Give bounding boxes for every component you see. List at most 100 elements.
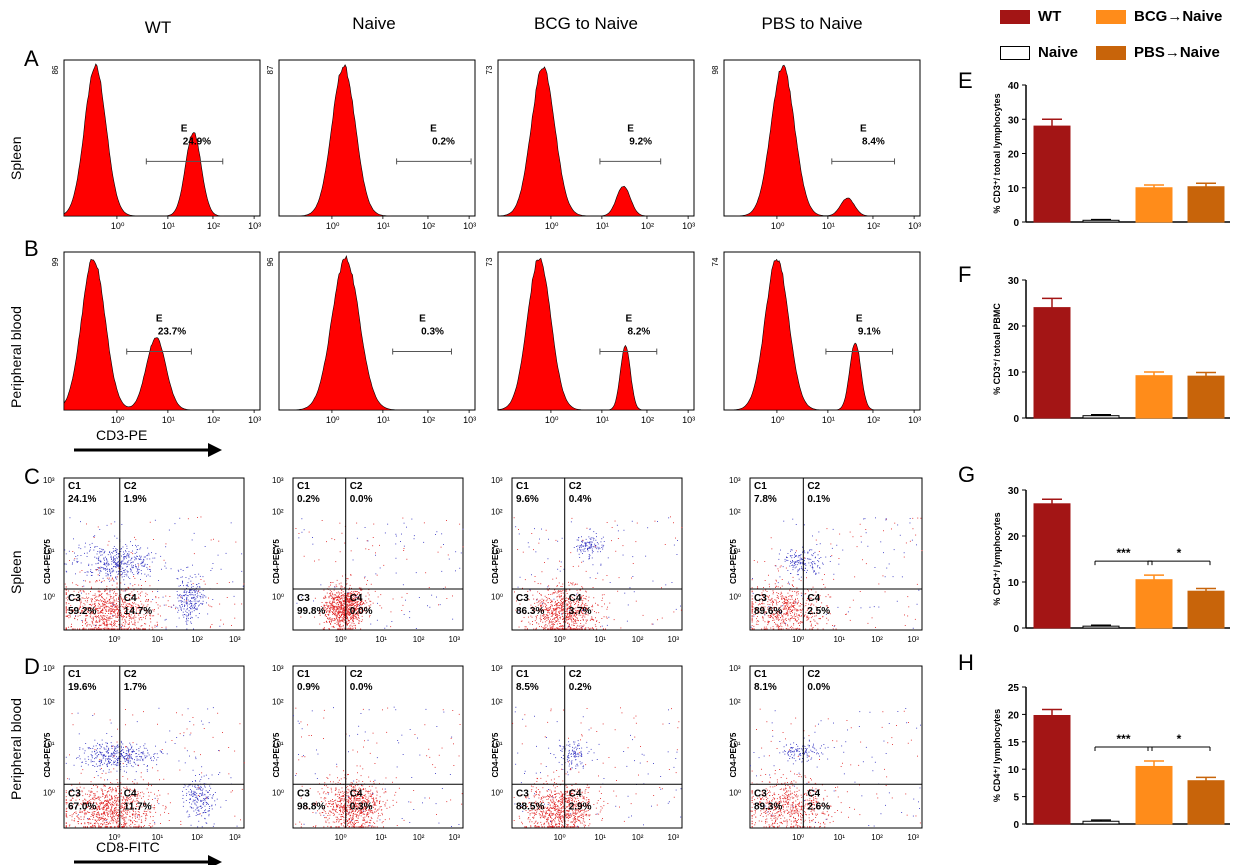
dotplot-d-1: C1 19.6% C2 1.7% C3 67.0% C4 11.7% 10⁰ 10¹ 10² 10³ 1… — [43, 664, 245, 842]
bar-chart-f: 0 10 20 30 % CD3⁺/ totoal PBMC — [992, 276, 1230, 425]
dotplot-y-tick-label: 10² — [729, 698, 741, 707]
legend-label-bcg: BCG→Naive — [1134, 8, 1223, 25]
dotplot-x-tick-label: 10¹ — [833, 833, 845, 842]
bar-pbsnaive — [1187, 375, 1225, 419]
histogram-fill — [63, 63, 260, 217]
bar-y-tick-label: 30 — [1008, 115, 1020, 126]
dotplot-y-axis-label: CD4-PECY5 — [272, 539, 281, 584]
gate-label: E — [856, 314, 863, 325]
histogram-ymax-label: 99 — [51, 257, 60, 266]
histogram-b-2: 96 10⁰ 10¹ 10² 10³ E 0.3% — [266, 251, 476, 425]
histogram-x-tick-label: 10⁰ — [111, 221, 125, 231]
bar-y-tick-label: 0 — [1013, 218, 1019, 229]
histogram-ymax-label: 96 — [266, 257, 275, 266]
quadrant-label-c3: C3 — [754, 788, 767, 799]
bar-y-axis-label: % CD3⁺/ totoal PBMC — [992, 303, 1002, 395]
bar-y-tick-label: 5 — [1013, 793, 1019, 804]
dotplot-x-tick-label: 10² — [413, 635, 425, 644]
quadrant-value-c3: 89.3% — [754, 801, 782, 812]
dotplot-frame — [749, 665, 923, 829]
quadrant-value-c4: 2.9% — [569, 801, 592, 812]
quadrant-value-c3: 67.0% — [68, 801, 96, 812]
bar-y-tick-label: 30 — [1008, 486, 1020, 497]
cd8-axis-label: CD8-FITC — [96, 839, 160, 855]
legend-item-wt: WT — [1000, 8, 1061, 25]
quadrant-value-c1: 19.6% — [68, 682, 96, 693]
quadrant-value-c3: 98.8% — [297, 801, 325, 812]
histogram-x-tick-label: 10² — [422, 221, 435, 231]
dotplot-x-tick-label: 10¹ — [594, 833, 606, 842]
dotplot-y-tick-label: 10¹ — [729, 547, 741, 556]
gate-label: E — [430, 123, 437, 134]
histogram-frame — [723, 251, 921, 411]
quadrant-label-c1: C1 — [754, 481, 767, 492]
dotplot-y-axis-label: CD4-PECY5 — [272, 732, 281, 777]
dotplot-y-tick-label: 10¹ — [43, 547, 55, 556]
dotplot-y-tick-label: 10⁰ — [729, 593, 741, 602]
dotplot-y-tick-label: 10⁰ — [43, 788, 55, 797]
bar-y-tick-label: 10 — [1008, 765, 1020, 776]
quadrant-label-c1: C1 — [516, 481, 529, 492]
dotplot-c-3: C1 9.6% C2 0.4% C3 86.3% C4 3.7% 10⁰ 10¹ 10² 10³ 10⁰… — [491, 476, 683, 644]
quadrant-value-c2: 1.9% — [124, 494, 147, 505]
dotplot-y-tick-label: 10² — [272, 698, 284, 707]
quadrant-value-c2: 1.7% — [124, 682, 147, 693]
bar-naive — [1082, 415, 1120, 419]
bar-wt — [1033, 714, 1071, 825]
quadrant-label-c4: C4 — [569, 593, 582, 604]
histogram-x-tick-label: 10¹ — [822, 221, 835, 231]
bar-y-tick-label: 0 — [1013, 624, 1019, 635]
quadrant-label-c2: C2 — [807, 669, 820, 680]
gate-percent: 23.7% — [158, 327, 186, 338]
cd8-axis-arrow-head — [208, 855, 222, 865]
histogram-x-tick-label: 10³ — [908, 221, 921, 231]
bar-y-tick-label: 20 — [1008, 150, 1020, 161]
histogram-x-tick-label: 10¹ — [377, 415, 390, 425]
panel-letter-c: C — [24, 464, 40, 489]
gate-label: E — [627, 123, 634, 134]
quadrant-label-c1: C1 — [68, 481, 81, 492]
quadrant-label-c3: C3 — [297, 788, 310, 799]
bar-y-tick-label: 40 — [1008, 81, 1020, 92]
histogram-x-tick-label: 10³ — [682, 415, 695, 425]
significance-label: *** — [1116, 732, 1130, 746]
histogram-ymax-label: 73 — [485, 65, 494, 74]
bar-wt — [1033, 125, 1071, 223]
quadrant-value-c1: 0.9% — [297, 682, 320, 693]
dotplot-x-tick-label: 10⁰ — [554, 833, 566, 842]
bar-bcgnaive — [1135, 375, 1173, 419]
quadrant-value-c1: 8.5% — [516, 682, 539, 693]
histogram-x-tick-label: 10⁰ — [326, 415, 340, 425]
gate-percent: 9.1% — [858, 327, 881, 338]
legend-item-pbs: PBS→Naive — [1096, 44, 1220, 61]
histogram-x-tick-label: 10³ — [248, 415, 261, 425]
histogram-fill — [63, 258, 260, 411]
histogram-a-2: 87 10⁰ 10¹ 10² 10³ E 0.2% — [266, 59, 476, 231]
dotplot-x-tick-label: 10² — [632, 833, 644, 842]
dotplot-x-tick-label: 10³ — [907, 635, 919, 644]
gate-label: E — [156, 314, 163, 325]
histogram-x-tick-label: 10³ — [463, 221, 476, 231]
histogram-x-tick-label: 10¹ — [822, 415, 835, 425]
histogram-b-4: 74 10⁰ 10¹ 10² 10³ E 9.1% — [711, 251, 921, 425]
dotplot-x-tick-label: 10¹ — [833, 635, 845, 644]
quadrant-value-c4: 0.0% — [350, 606, 373, 617]
dotplot-y-tick-label: 10⁰ — [491, 788, 503, 797]
dotplot-x-tick-label: 10² — [191, 833, 203, 842]
dotplot-x-tick-label: 10⁰ — [108, 833, 120, 842]
dotplot-x-tick-label: 10³ — [229, 833, 241, 842]
quadrant-value-c2: 0.0% — [807, 682, 830, 693]
histogram-x-tick-label: 10⁰ — [545, 221, 559, 231]
dotplot-y-tick-label: 10⁰ — [729, 788, 741, 797]
bar-y-axis-label: % CD3⁺/ totoal lymphocytes — [992, 93, 1002, 213]
quadrant-label-c3: C3 — [516, 788, 529, 799]
dotplot-y-tick-label: 10⁰ — [272, 593, 284, 602]
dotplot-y-axis-label: CD4-PECY5 — [43, 732, 52, 777]
histogram-x-tick-label: 10¹ — [596, 221, 609, 231]
column-label-wt: WT — [144, 18, 172, 37]
bar-wt — [1033, 307, 1071, 419]
legend-item-naive: Naive — [1000, 44, 1078, 61]
